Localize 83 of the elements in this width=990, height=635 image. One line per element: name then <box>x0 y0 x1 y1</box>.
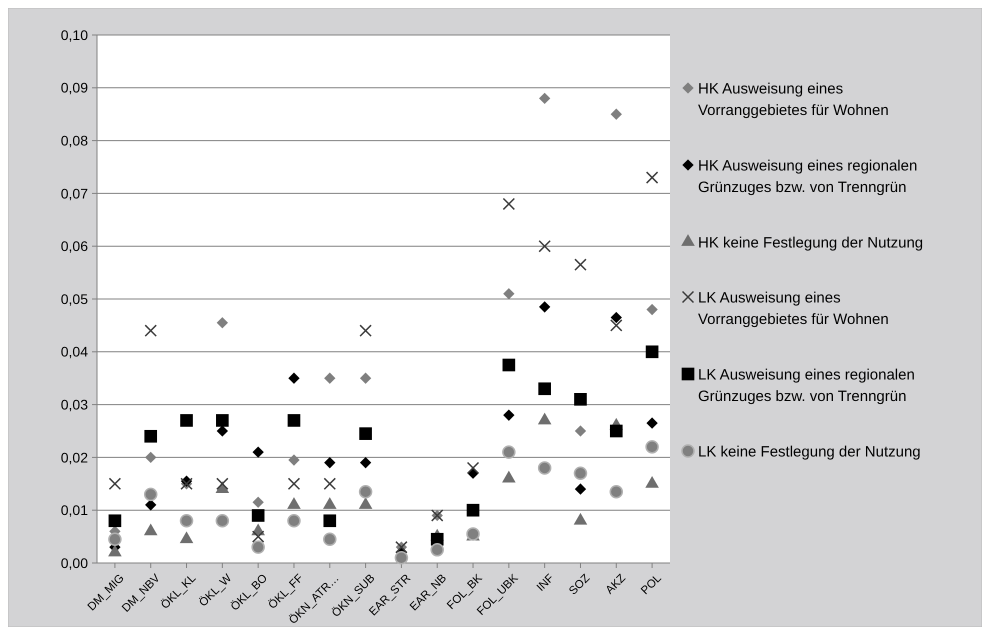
point <box>610 108 622 120</box>
point <box>108 514 122 528</box>
legend-label: HK keine Festlegung der Nutzung <box>698 234 924 252</box>
point <box>430 543 444 557</box>
y-tick-label: 0,07 <box>60 185 88 202</box>
point <box>574 392 587 406</box>
point <box>288 414 300 427</box>
point <box>358 484 372 498</box>
point <box>574 483 586 495</box>
point <box>108 532 122 546</box>
point <box>646 171 658 184</box>
point <box>323 532 337 546</box>
point <box>645 440 659 454</box>
y-tick-label: 0,04 <box>60 344 88 360</box>
point <box>646 345 658 358</box>
point <box>539 301 550 313</box>
point <box>503 410 514 421</box>
point <box>252 530 264 543</box>
point <box>466 504 480 517</box>
point <box>324 372 336 384</box>
point <box>538 240 551 252</box>
point <box>610 484 624 498</box>
point <box>360 457 372 468</box>
point <box>288 372 300 384</box>
y-tick-label: 0,08 <box>60 132 88 148</box>
point <box>610 319 623 332</box>
point <box>324 457 336 468</box>
point <box>180 414 193 427</box>
point <box>574 466 588 480</box>
y-tick-label: 0,02 <box>60 449 88 466</box>
legend-label: LK keine Festlegung der Nutzung <box>698 443 921 460</box>
point <box>323 514 336 528</box>
point <box>216 514 230 528</box>
y-tick-label: 0,03 <box>60 396 88 412</box>
legend-label: LK Ausweisung eines regionalen Grünzuges bzw. von Trenngrün <box>698 366 915 405</box>
point <box>610 312 622 324</box>
x-tick-label: INF <box>534 572 556 594</box>
point <box>360 372 372 384</box>
point <box>108 478 122 490</box>
y-tick-label: 0,01 <box>60 502 88 518</box>
point <box>252 509 264 522</box>
y-tick-label: 0,00 <box>60 554 88 571</box>
point <box>539 92 550 104</box>
y-tick-label: 0,10 <box>60 26 88 43</box>
point <box>394 550 408 564</box>
point <box>502 358 516 372</box>
point <box>502 198 516 210</box>
point <box>503 288 514 300</box>
point <box>502 445 516 459</box>
y-tick-label: 0,09 <box>60 80 88 96</box>
point <box>287 514 301 528</box>
point <box>216 425 228 437</box>
point <box>216 414 229 427</box>
point <box>144 430 158 443</box>
point <box>288 454 300 466</box>
point <box>324 478 336 490</box>
point <box>538 382 551 396</box>
point <box>359 324 372 337</box>
point <box>252 446 264 458</box>
legend-label: LK Ausweisung eines Vorranggebietes für Wohnen <box>698 289 889 328</box>
point <box>216 317 228 328</box>
point <box>216 478 229 490</box>
x-tick-label: POL <box>639 572 664 598</box>
point <box>574 258 587 271</box>
point <box>252 496 264 508</box>
point <box>538 461 552 475</box>
point <box>574 425 586 437</box>
legend-label: HK Ausweisung eines Vorranggebietes für Wohnen <box>698 80 889 119</box>
point <box>144 324 157 337</box>
y-tick-label: 0,06 <box>60 238 88 254</box>
legend-label: HK Ausweisung eines regionalen Grünzuges bzw. von Trenngrün <box>698 157 918 196</box>
point <box>646 417 658 429</box>
y-tick-label: 0,05 <box>60 290 88 307</box>
point <box>180 514 194 528</box>
point <box>359 427 372 440</box>
point <box>466 462 480 474</box>
point <box>145 452 156 464</box>
point <box>288 478 300 490</box>
point <box>646 304 658 316</box>
point <box>144 488 158 502</box>
point <box>251 540 265 554</box>
point <box>610 424 623 438</box>
point <box>145 499 156 511</box>
